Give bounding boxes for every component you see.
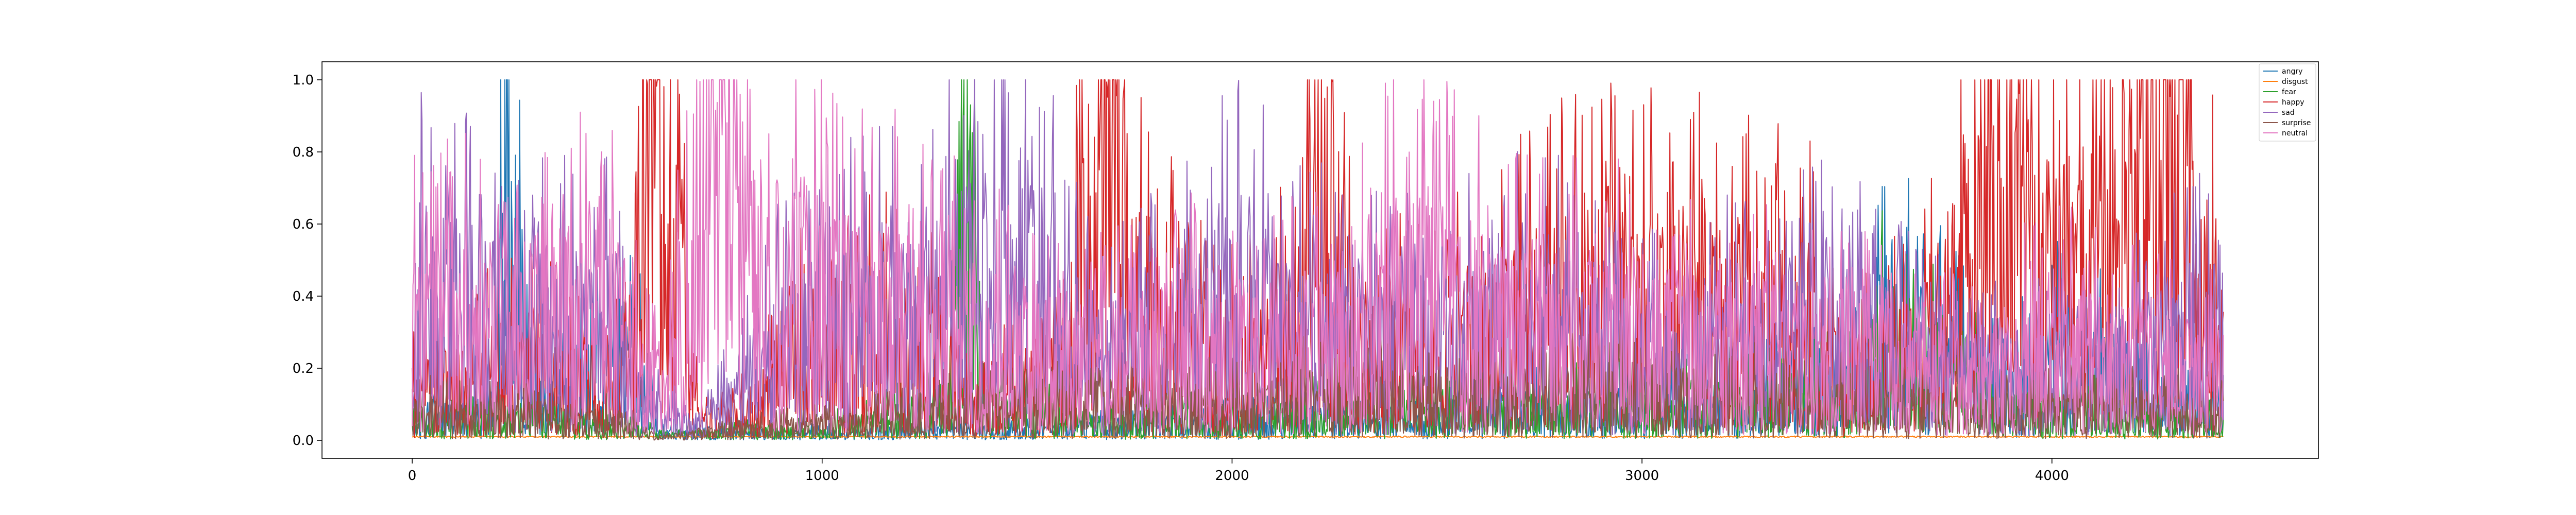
x-tick-label: 1000 bbox=[805, 468, 839, 484]
plot-frame bbox=[321, 61, 2319, 459]
y-tick-label: 0.0 bbox=[293, 433, 314, 449]
x-tick-label: 0 bbox=[408, 468, 417, 484]
series-line-neutral bbox=[412, 79, 2224, 437]
legend: angry disgust fear happy sad surprise neutral bbox=[2259, 63, 2316, 142]
legend-box bbox=[2259, 63, 2316, 142]
series-line-surprise bbox=[412, 319, 2224, 441]
y-tick-label: 1.0 bbox=[293, 73, 314, 88]
x-tick-label: 2000 bbox=[1215, 468, 1249, 484]
y-tick-label: 0.4 bbox=[293, 289, 314, 304]
x-axis: 0 1000 2000 3000 4000 bbox=[408, 458, 2069, 484]
x-tick-label: 3000 bbox=[1625, 468, 1659, 484]
legend-label-angry: angry bbox=[2282, 67, 2302, 76]
y-tick-label: 0.6 bbox=[293, 217, 314, 232]
legend-label-neutral: neutral bbox=[2282, 129, 2308, 138]
y-tick-label: 0.8 bbox=[293, 145, 314, 160]
x-tick-label: 4000 bbox=[2035, 468, 2069, 484]
legend-label-surprise: surprise bbox=[2282, 119, 2311, 127]
legend-label-disgust: disgust bbox=[2282, 78, 2308, 86]
legend-label-happy: happy bbox=[2282, 98, 2304, 107]
legend-label-sad: sad bbox=[2282, 109, 2295, 117]
legend-label-fear: fear bbox=[2282, 88, 2296, 96]
series-layer bbox=[412, 79, 2224, 441]
y-axis: 0.0 0.2 0.4 0.6 0.8 1.0 bbox=[293, 73, 322, 449]
y-tick-label: 0.2 bbox=[293, 361, 314, 376]
